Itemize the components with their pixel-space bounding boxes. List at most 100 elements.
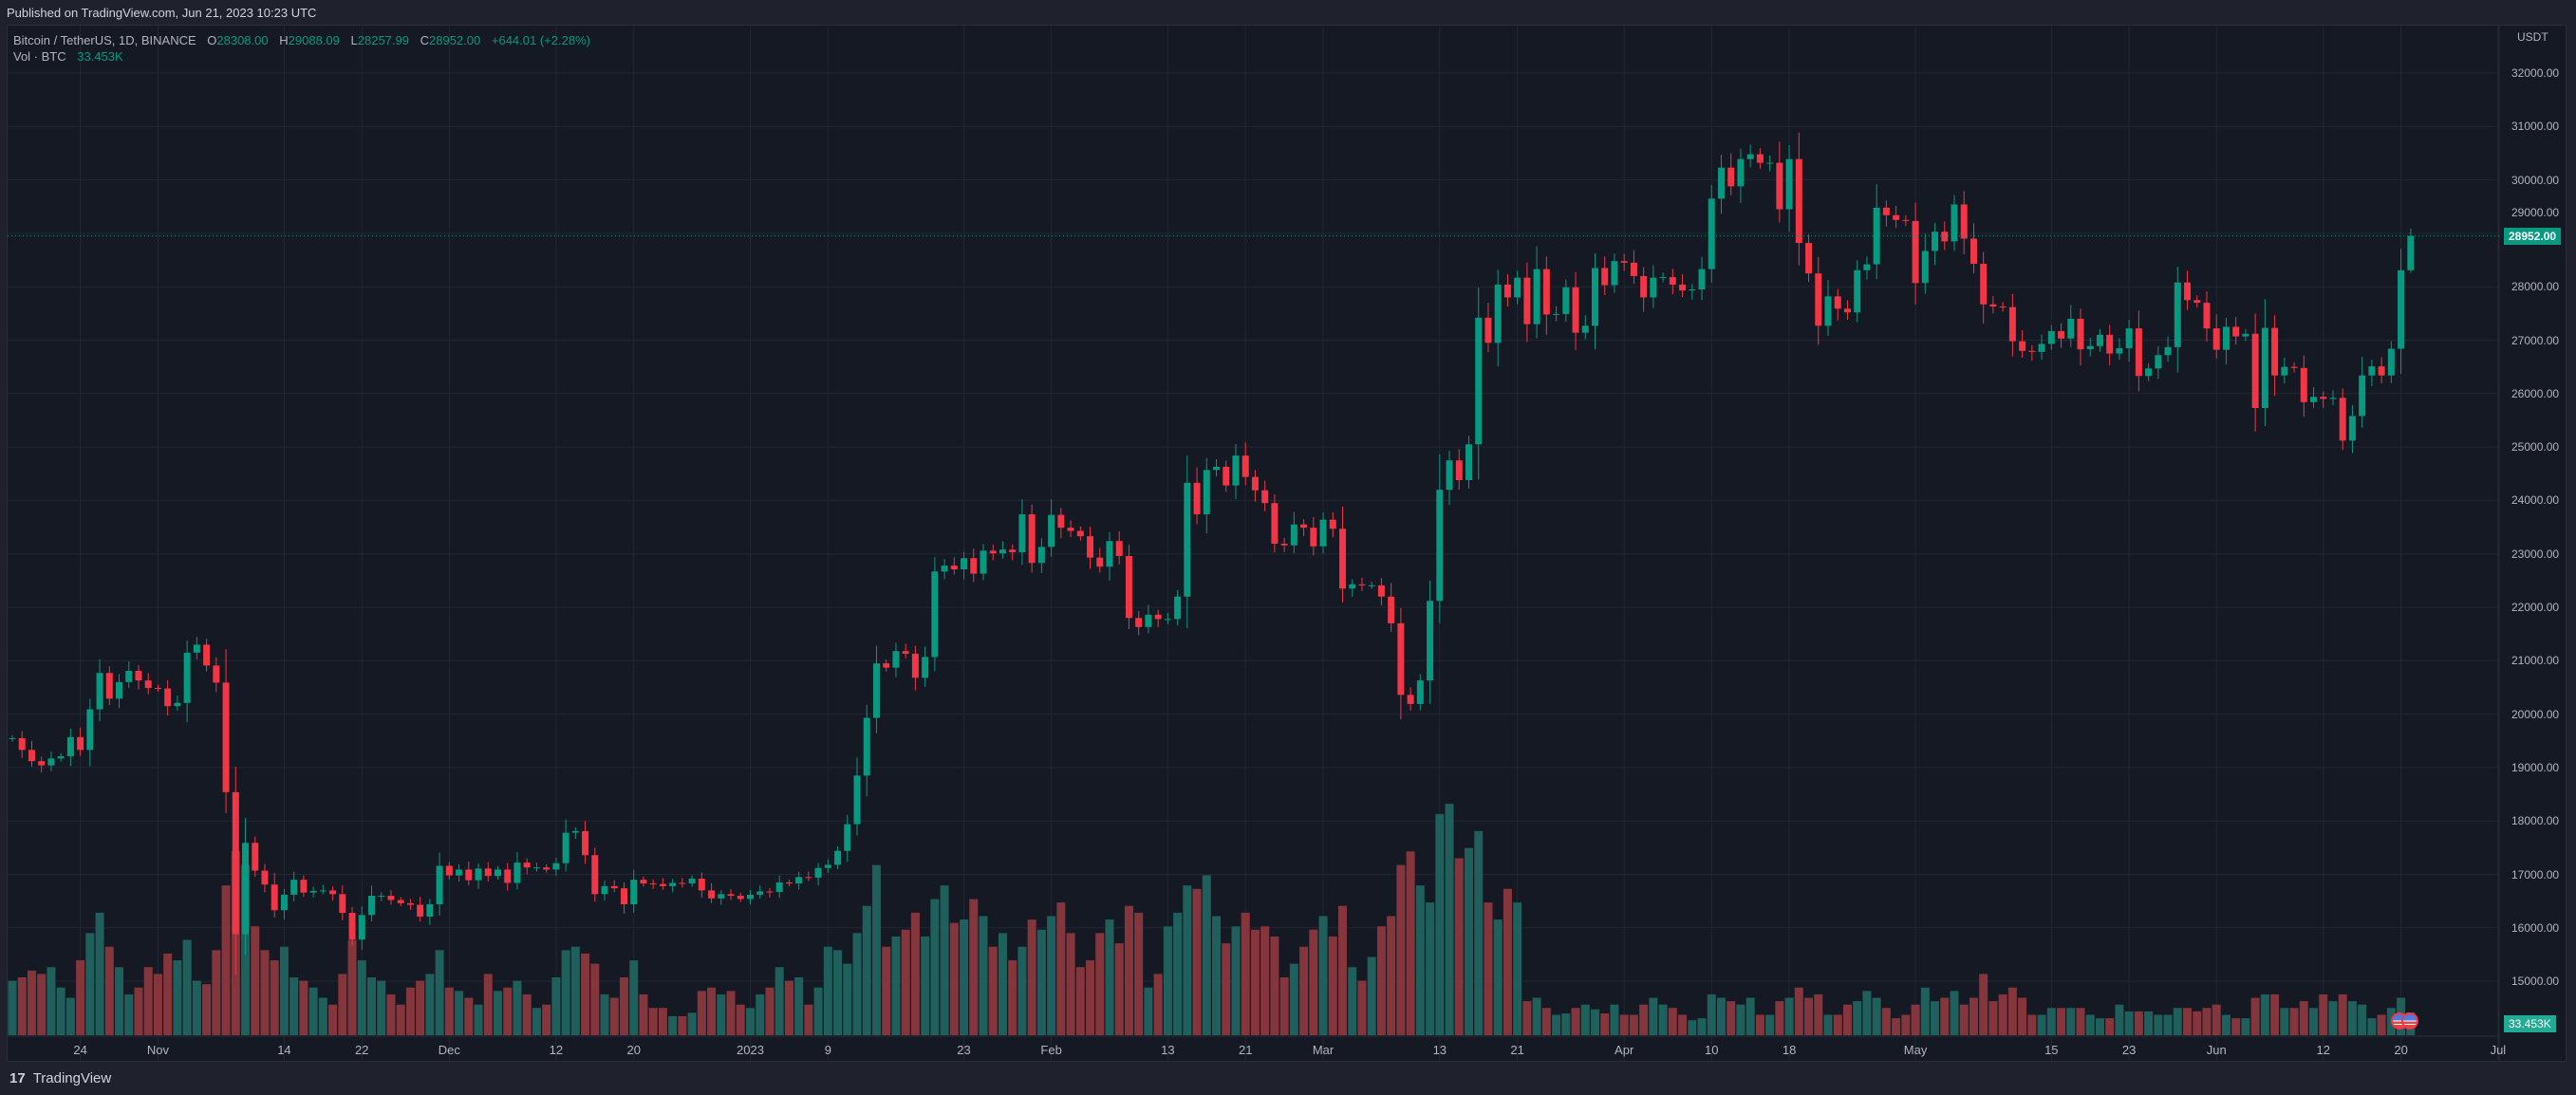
volume-bar [2299, 1001, 2308, 1035]
candle-body [378, 896, 385, 898]
candle-body [785, 882, 793, 884]
candle-body [445, 865, 453, 876]
time-tick-label: 2023 [737, 1043, 764, 1057]
volume-bar [474, 1004, 483, 1035]
candle-body [2174, 282, 2181, 347]
candle-body [950, 566, 958, 570]
candle-body [766, 891, 774, 893]
volume-bar [2212, 1004, 2221, 1035]
volume-bar [600, 993, 609, 1035]
candle-body [1746, 154, 1754, 159]
volume-bar [8, 980, 17, 1035]
volume-bar [910, 912, 920, 1035]
volume-bar [1590, 1009, 1599, 1035]
price-tick-label: 15000.00 [2511, 974, 2560, 989]
candle-body [756, 891, 764, 895]
us-flag-event-icon[interactable] [2401, 1012, 2418, 1030]
candle-body [737, 896, 744, 900]
candle-body [2038, 343, 2045, 352]
volume-bar [1309, 929, 1318, 1035]
volume-title[interactable]: Vol · BTC [13, 49, 66, 64]
chart-frame[interactable] [7, 25, 2567, 1062]
candle-body [805, 877, 812, 879]
candle-body [1251, 476, 1259, 491]
volume-bar [425, 974, 435, 1035]
time-tick-label: 18 [1782, 1043, 1797, 1057]
candle-body [1766, 162, 1774, 164]
candle-body [105, 673, 113, 699]
legend-symbol-row: Bitcoin / TetherUS, 1D, BINANCE O28308.0… [13, 32, 590, 48]
volume-bar [1931, 1001, 1940, 1035]
candle-body [1494, 284, 1502, 343]
time-tick-label: Mar [1312, 1043, 1335, 1057]
volume-bar [338, 974, 347, 1035]
candle-body [659, 883, 666, 886]
candle-body [1698, 269, 1706, 290]
candle-body [824, 864, 831, 868]
candle-body [1932, 232, 1939, 251]
symbol-title[interactable]: Bitcoin / TetherUS, 1D, BINANCE [13, 33, 196, 47]
volume-bar [1853, 1001, 1862, 1035]
volume-bar [756, 993, 765, 1035]
currency-label[interactable]: USDT [2517, 30, 2548, 44]
volume-bar [2221, 1014, 2231, 1035]
candle-body [1591, 268, 1598, 326]
volume-bar [1086, 960, 1095, 1035]
volume-bar [1610, 1004, 1619, 1035]
candle-body [1135, 618, 1143, 627]
candle-body [970, 558, 978, 574]
volume-bar [1415, 885, 1425, 1035]
volume-bar [1823, 1014, 1833, 1035]
volume-bar [1270, 936, 1279, 1035]
volume-bar [377, 980, 386, 1035]
candle-body [834, 850, 842, 865]
volume-bar [2260, 993, 2269, 1035]
volume-bar [717, 993, 726, 1035]
candle-body [47, 758, 55, 766]
volume-bar [1299, 946, 1309, 1035]
time-tick-label: 12 [2316, 1043, 2330, 1057]
candle-body [1184, 482, 1191, 597]
price-tick-label: 26000.00 [2511, 386, 2560, 400]
candle-body [582, 830, 589, 856]
volume-bar [707, 987, 717, 1035]
candle-body [961, 558, 968, 570]
volume-bar [1008, 960, 1017, 1035]
candle-body [96, 673, 103, 710]
candle-body [543, 867, 551, 870]
candle-body [66, 736, 74, 757]
candle-body [999, 549, 1006, 554]
volume-bar [658, 1008, 667, 1035]
candle-body [2106, 334, 2114, 354]
candle-body [1455, 460, 1463, 481]
candle-body [436, 865, 443, 905]
candle-body [456, 869, 463, 876]
time-tick-label: 23 [957, 1043, 971, 1057]
candle-body [1213, 466, 1221, 471]
candle-body [688, 879, 696, 884]
candle-body [203, 644, 211, 666]
volume-bar [2095, 1018, 2104, 1035]
candle-body [2116, 347, 2123, 354]
volume-bar [328, 1004, 338, 1035]
price-tick-label: 22000.00 [2511, 601, 2560, 614]
candle-body [1037, 547, 1045, 564]
volume-bar [813, 987, 823, 1035]
candle-body [164, 688, 172, 707]
candle-body [2339, 398, 2346, 441]
volume-bar [2241, 1018, 2250, 1035]
candle-body [1096, 557, 1104, 567]
volume-bar [56, 987, 65, 1035]
candle-body [1533, 269, 1540, 325]
candle-body [222, 682, 230, 792]
volume-bar [1920, 987, 1930, 1035]
candle-body [1999, 306, 2007, 308]
candle-body [2271, 327, 2279, 376]
candle-body [397, 900, 404, 903]
price-tick-label: 25000.00 [2511, 440, 2560, 455]
low-value: 28257.99 [357, 33, 409, 47]
volume-bar [143, 967, 153, 1035]
tradingview-logo[interactable]: 17 TradingView [9, 1070, 111, 1086]
candle-body [989, 550, 997, 554]
